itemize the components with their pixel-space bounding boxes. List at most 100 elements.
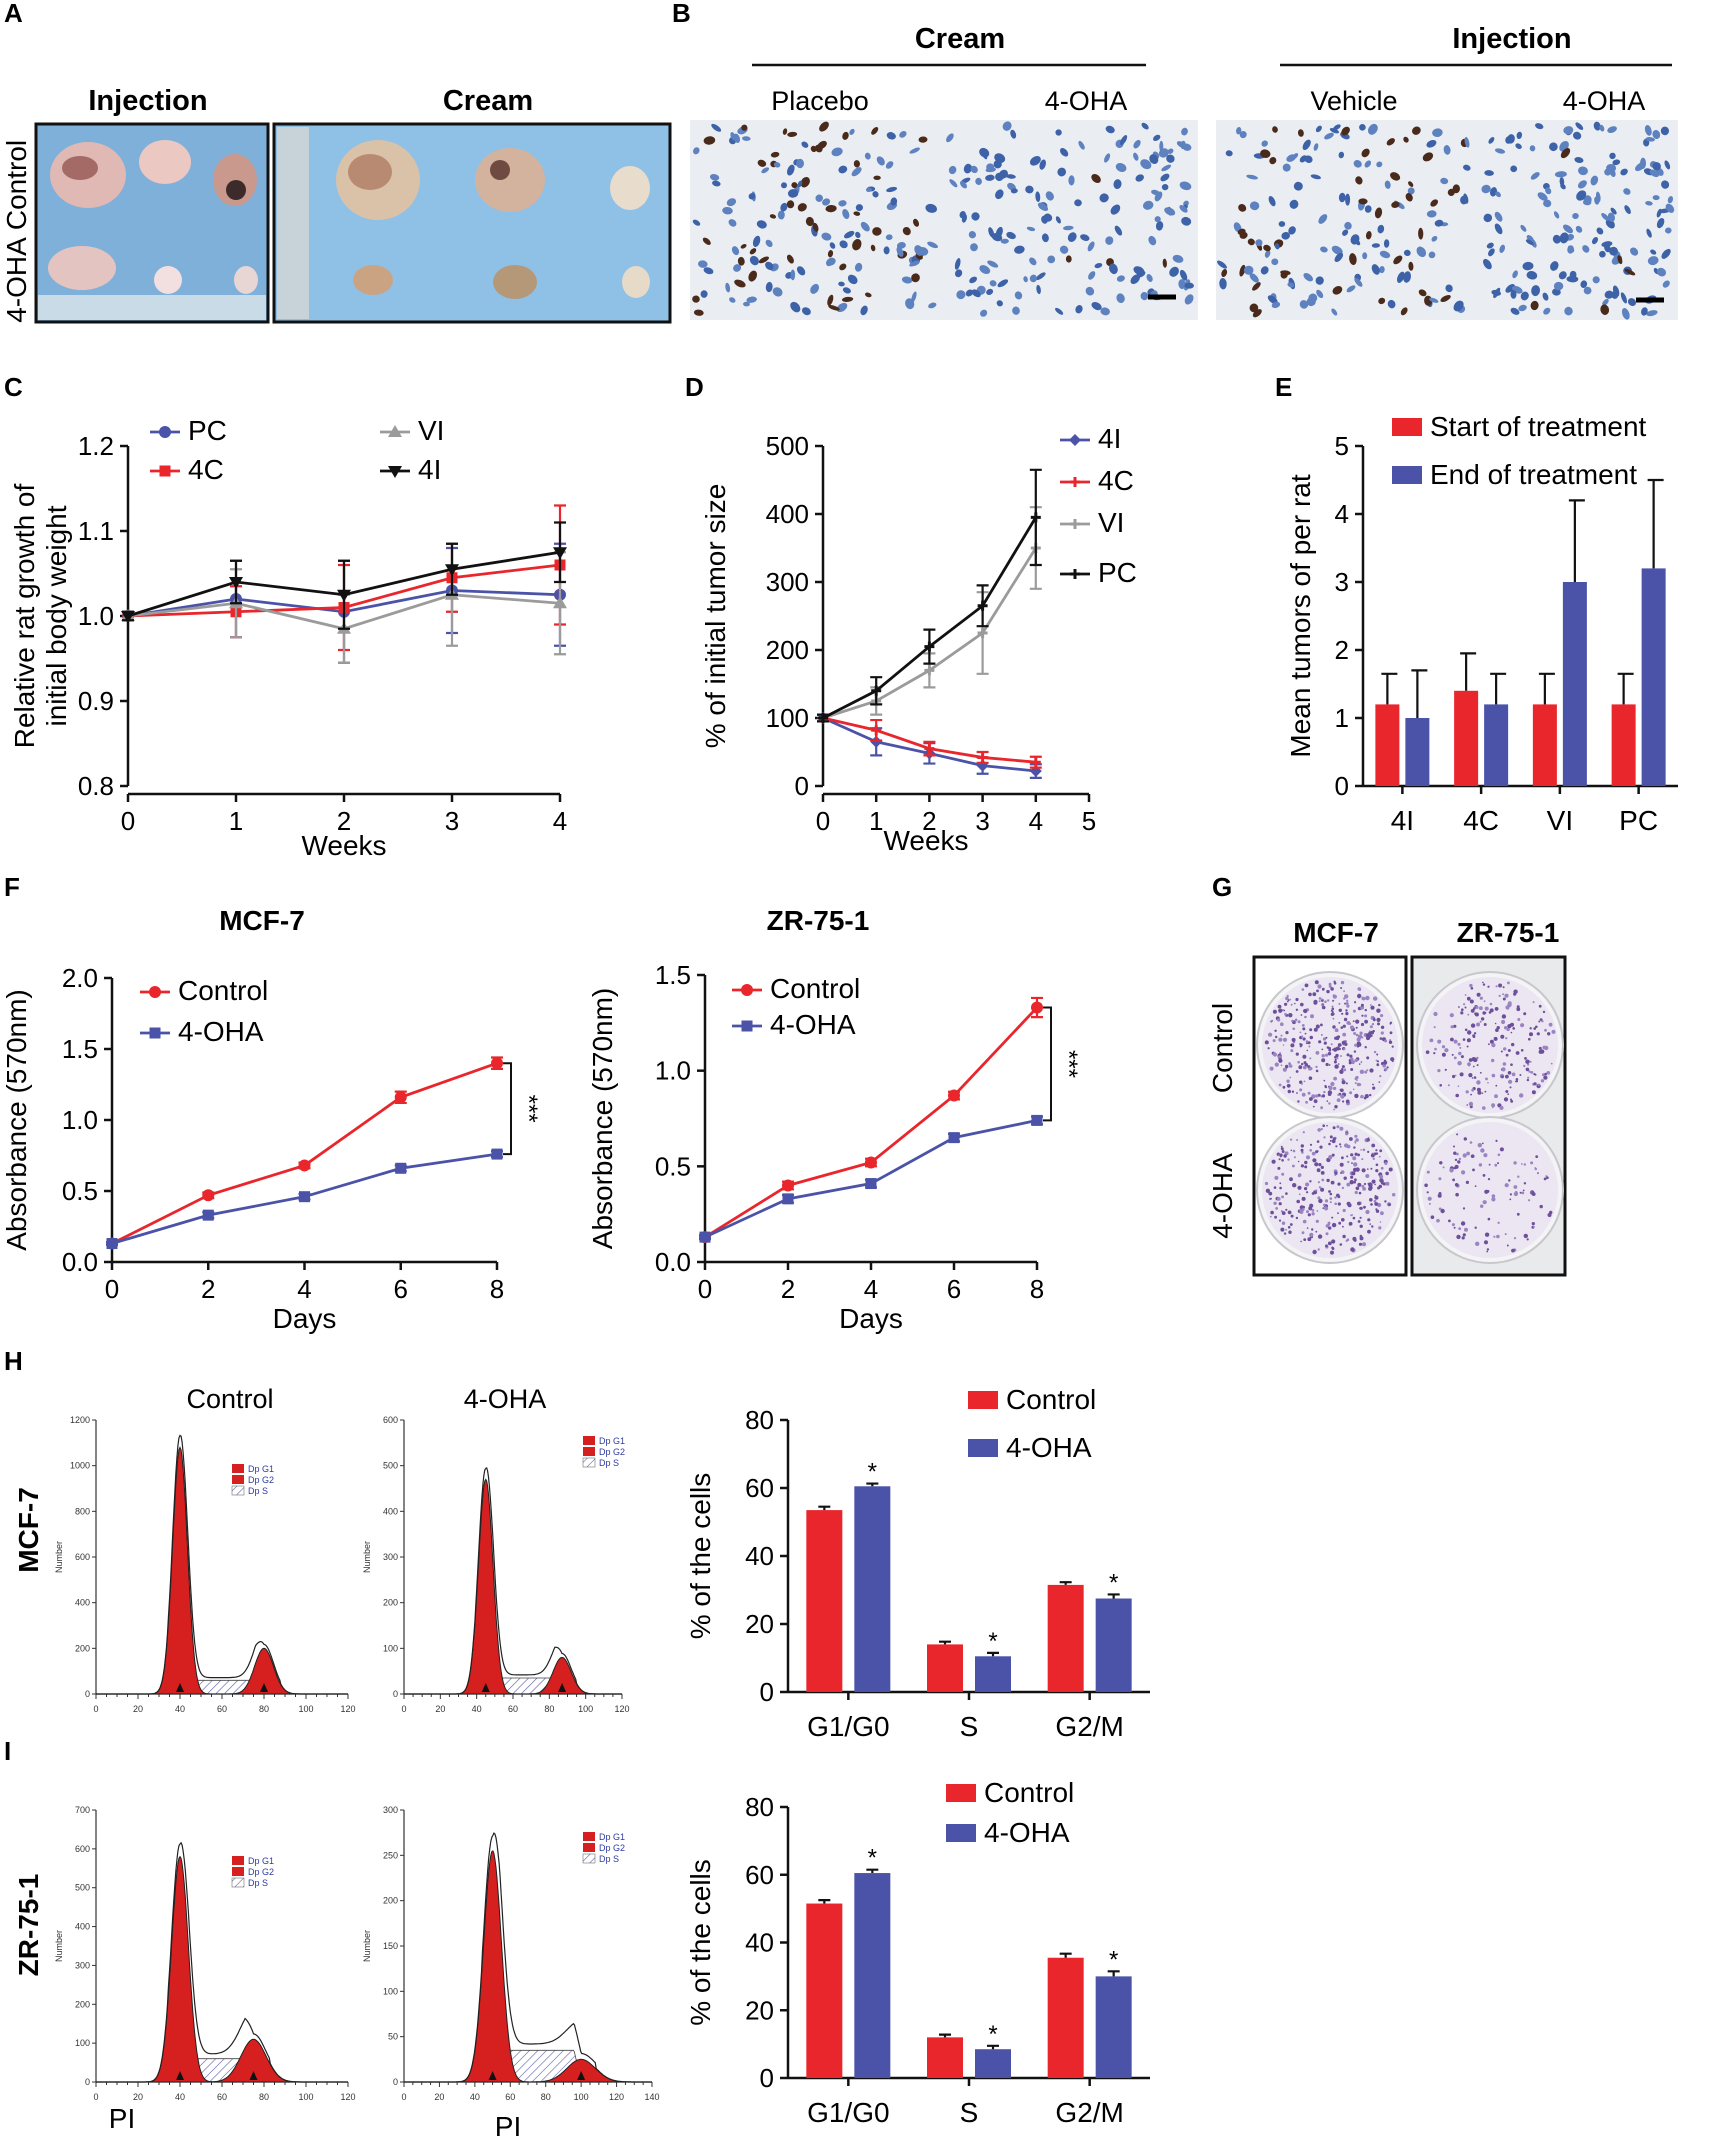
colony bbox=[1327, 1160, 1330, 1162]
colony bbox=[1532, 1225, 1535, 1228]
cell-nucleus bbox=[772, 287, 783, 297]
cell-nucleus bbox=[1623, 188, 1631, 195]
colony bbox=[1494, 1163, 1498, 1167]
colony bbox=[1295, 1216, 1299, 1220]
bar-4-OHA bbox=[975, 2049, 1011, 2078]
colony bbox=[1374, 1195, 1379, 1200]
colony bbox=[1301, 1024, 1305, 1027]
colony bbox=[1480, 1148, 1485, 1153]
colony bbox=[1323, 1090, 1326, 1094]
cell-nucleus bbox=[1563, 126, 1574, 135]
cell-nucleus bbox=[890, 197, 898, 206]
peak-marker bbox=[260, 1683, 268, 1692]
cell-nucleus bbox=[1087, 241, 1095, 252]
colony bbox=[1283, 1154, 1287, 1158]
colony bbox=[1346, 999, 1349, 1002]
colony bbox=[1356, 1037, 1361, 1042]
panel-label-g: G bbox=[1212, 872, 1232, 902]
colony bbox=[1341, 1080, 1346, 1085]
cell-nucleus bbox=[849, 128, 855, 135]
colony bbox=[1312, 992, 1317, 997]
colony bbox=[1336, 1057, 1339, 1060]
cell-nucleus bbox=[885, 234, 893, 241]
cell-nucleus bbox=[1349, 253, 1357, 266]
colony bbox=[1462, 1233, 1466, 1237]
colony bbox=[1380, 1025, 1385, 1030]
cell-nucleus bbox=[959, 180, 968, 189]
cell-nucleus bbox=[1055, 216, 1061, 224]
colony bbox=[1304, 1063, 1309, 1067]
cell-nucleus bbox=[1447, 188, 1455, 196]
colony bbox=[1286, 994, 1289, 998]
colony bbox=[1529, 1060, 1532, 1063]
cell-nucleus bbox=[1572, 131, 1582, 140]
cell-nucleus bbox=[1649, 169, 1659, 178]
colony bbox=[1354, 1082, 1357, 1085]
cell-nucleus bbox=[948, 165, 957, 175]
colony bbox=[1301, 988, 1305, 991]
y-tick-label: 600 bbox=[75, 1844, 90, 1854]
colony bbox=[1279, 1153, 1283, 1157]
y-tick-label: 50 bbox=[388, 2032, 398, 2042]
x-tick-label: 4I bbox=[1391, 805, 1414, 836]
cell-nucleus bbox=[1530, 172, 1540, 180]
colony bbox=[1296, 1139, 1299, 1141]
cell-nucleus bbox=[1094, 263, 1103, 269]
x-tick-label: 2 bbox=[781, 1274, 795, 1304]
colony bbox=[1436, 1218, 1440, 1223]
colony bbox=[1469, 1141, 1473, 1144]
colony bbox=[1391, 1045, 1394, 1048]
cell-nucleus bbox=[1338, 151, 1345, 159]
cell-nucleus bbox=[1371, 264, 1380, 275]
cell-nucleus bbox=[709, 173, 720, 181]
colony bbox=[1294, 1018, 1298, 1022]
cell-nucleus bbox=[1365, 231, 1372, 240]
colony bbox=[1342, 1208, 1346, 1213]
colony bbox=[1354, 1152, 1358, 1156]
cell-nucleus bbox=[1418, 227, 1424, 240]
cell-nucleus bbox=[1238, 203, 1247, 212]
hist-legend-swatch bbox=[231, 1485, 245, 1496]
cell-nucleus bbox=[842, 131, 849, 140]
cell-nucleus bbox=[1110, 204, 1121, 215]
colony bbox=[1315, 1189, 1318, 1192]
cell-nucleus bbox=[853, 211, 861, 216]
colony bbox=[1331, 1247, 1335, 1250]
colony bbox=[1350, 1175, 1354, 1179]
colony bbox=[1331, 1153, 1335, 1157]
ihc-sub-vehicle: Vehicle bbox=[1310, 86, 1397, 116]
legend-label: 4I bbox=[1098, 423, 1121, 454]
colony bbox=[1351, 1214, 1354, 1216]
colony bbox=[1521, 1191, 1525, 1195]
y-tick-label: 0 bbox=[760, 2063, 774, 2093]
colony bbox=[1350, 1247, 1355, 1252]
hist-legend-label: Dp S bbox=[599, 1854, 619, 1864]
colony bbox=[1544, 1028, 1547, 1032]
colony bbox=[1347, 1203, 1352, 1208]
cell-nucleus bbox=[1386, 138, 1395, 146]
colony bbox=[1339, 1088, 1342, 1091]
cell-nucleus bbox=[1383, 239, 1390, 248]
cell-nucleus bbox=[1287, 282, 1295, 288]
colony bbox=[1531, 1090, 1536, 1095]
bar-End of treatment bbox=[1405, 718, 1430, 786]
cell-nucleus bbox=[1010, 188, 1018, 194]
cell-nucleus bbox=[1281, 231, 1290, 240]
y-tick-label: 500 bbox=[75, 1883, 90, 1893]
cell-nucleus bbox=[925, 203, 938, 213]
photo-row-treated: 4-OHA bbox=[1, 237, 32, 323]
legend-swatch bbox=[968, 1391, 998, 1409]
cell-nucleus bbox=[980, 309, 988, 317]
x-tick-label: VI bbox=[1547, 805, 1573, 836]
cell-nucleus bbox=[1495, 191, 1501, 198]
cell-nucleus bbox=[949, 179, 958, 188]
cell-nucleus bbox=[725, 282, 731, 293]
colony bbox=[1513, 1237, 1517, 1240]
colony bbox=[1536, 1032, 1540, 1036]
colony bbox=[1457, 1160, 1461, 1164]
colony bbox=[1373, 1017, 1376, 1020]
colony bbox=[1457, 1085, 1460, 1087]
colony bbox=[1370, 1167, 1373, 1170]
